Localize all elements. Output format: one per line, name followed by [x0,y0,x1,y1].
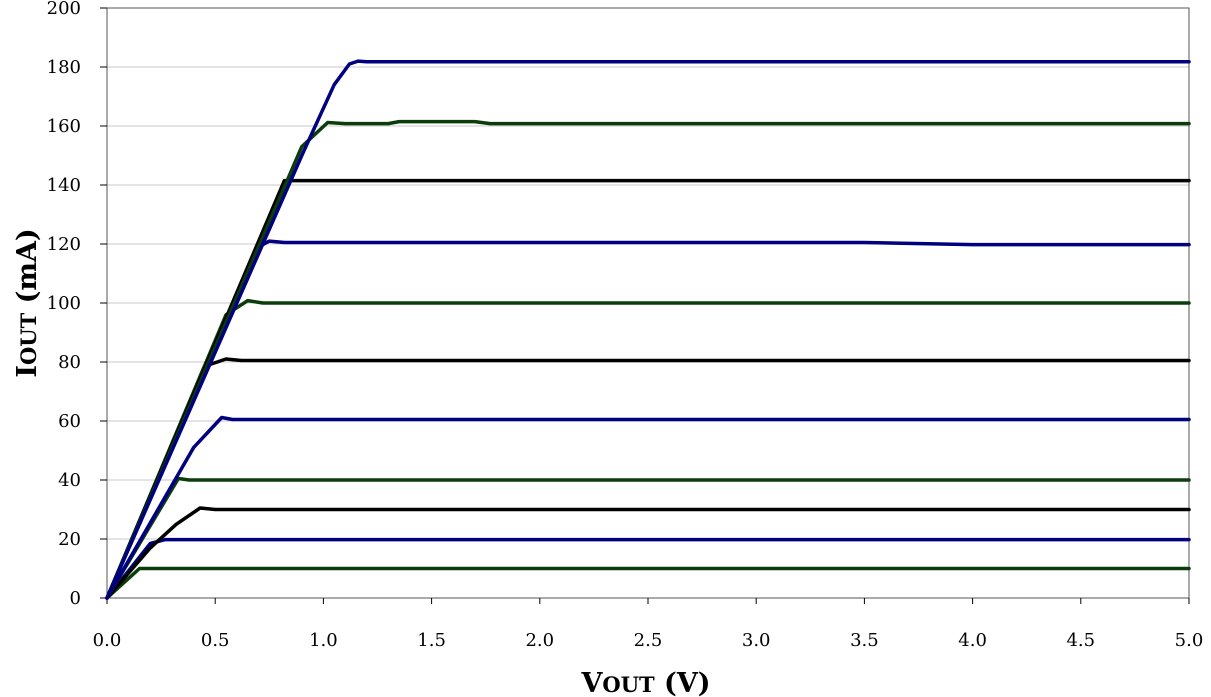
x-tick-label: 5.0 [1175,630,1204,651]
x-axis-title-main: V [580,668,603,697]
x-tick-label: 1.5 [417,630,446,651]
y-tick-label: 120 [47,234,81,255]
series-line-5 [105,415,1191,600]
x-tick-label: 0.5 [201,630,230,651]
y-tick-label: 140 [47,175,81,196]
x-axis-title-sub: OUT [602,672,655,697]
x-tick-label: 0.0 [93,630,122,651]
x-tick-label: 3.0 [742,630,771,651]
series-line-1 [105,566,1191,600]
x-tick-label: 2.5 [634,630,663,651]
y-tick-label: 0 [70,588,81,609]
y-axis-ticks: 0 20 40 60 80 100 120 140 160 180 200 [47,0,107,609]
y-axis-title: IOUT (mA) [12,228,43,377]
x-tick-label: 1.0 [309,630,338,651]
y-tick-label: 60 [58,411,81,432]
gridlines [107,7,1189,540]
x-tick-label: 2.0 [525,630,554,651]
y-tick-label: 100 [47,293,81,314]
x-tick-label: 4.5 [1066,630,1095,651]
y-tick-label: 20 [58,529,81,550]
x-tick-label: 4.0 [958,630,987,651]
y-axis-title-unit: (mA) [12,228,43,312]
x-axis-title: VOUT (V) [580,668,710,697]
y-tick-label: 160 [47,116,81,137]
x-axis-title-unit: (V) [655,668,711,697]
series-line-7 [105,298,1191,600]
series-group [105,59,1191,600]
x-tick-label: 3.5 [850,630,879,651]
y-tick-label: 80 [58,352,81,373]
y-tick-label: 40 [58,470,81,491]
y-axis-title-main: I [12,365,43,378]
x-axis-ticks: 0.0 0.5 1.0 1.5 2.0 2.5 3.0 3.5 4.0 4.5 5.0 [93,598,1204,651]
y-axis-title-sub: OUT [16,312,41,365]
y-tick-label: 180 [47,57,81,78]
series-line-11 [105,59,1191,600]
series-line-3 [105,506,1191,600]
y-tick-label: 200 [47,0,81,19]
